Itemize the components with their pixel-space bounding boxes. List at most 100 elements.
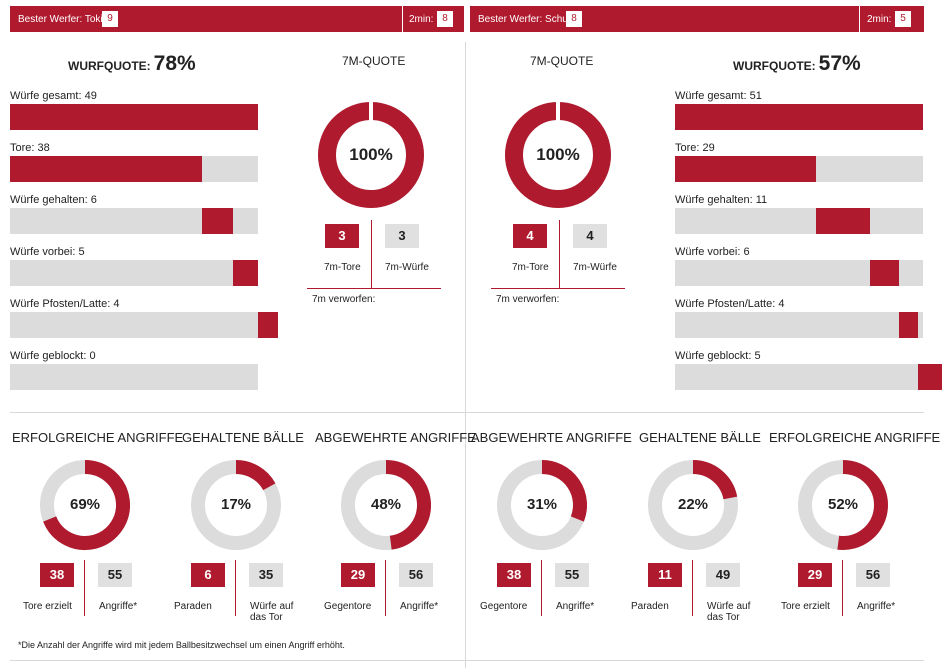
stat-title: ERFOLGREICHE ANGRIFFE <box>12 430 184 445</box>
footnote: *Die Anzahl der Angriffe wird mit jedem … <box>18 640 345 650</box>
bar-track <box>10 312 279 338</box>
bar-label: Tore: 38 <box>10 142 50 154</box>
seven-meter-missed-label: 7m verworfen: <box>312 294 376 305</box>
info-bar-separator <box>859 6 860 32</box>
stat-b-label: Würfe auf das Tor <box>250 601 294 623</box>
section-divider-right <box>466 412 924 413</box>
bar-fill <box>10 156 203 182</box>
bar-fill <box>816 208 870 234</box>
two-min-label: 2min: <box>867 14 892 25</box>
seven-meter-split-line <box>559 220 560 288</box>
stat-a-value: 11 <box>648 563 682 587</box>
donut-gap <box>556 101 560 121</box>
seven-meter-throws-value: 3 <box>385 224 419 248</box>
seven-meter-throws-value: 4 <box>573 224 607 248</box>
bar-track <box>675 260 923 286</box>
seven-meter-throws-label: 7m-Würfe <box>573 262 617 273</box>
throw-quote-value: 57% <box>818 52 861 75</box>
bar-track <box>10 260 258 286</box>
seven-meter-goals-label: 7m-Tore <box>324 262 361 273</box>
best-thrower-label: Bester Werfer: Schuh <box>478 14 574 25</box>
stat-a-label: Gegentore <box>480 601 528 612</box>
stat-title: GEHALTENE BÄLLE <box>639 430 761 445</box>
donut-percent: 69% <box>69 495 101 513</box>
stat-split-line <box>385 560 386 616</box>
stat-split-line <box>541 560 542 616</box>
bar-label: Würfe gehalten: 11 <box>675 194 768 206</box>
donut-percent: 17% <box>220 495 252 513</box>
seven-meter-base-line <box>307 288 441 289</box>
stat-a-value: 6 <box>191 563 225 587</box>
team-b-info-bar: Bester Werfer: Schuh 8 2min: 5 <box>470 6 924 32</box>
stat-b-label: Angriffe* <box>857 601 896 612</box>
bar-label: Würfe geblockt: 5 <box>675 350 761 362</box>
team-divider <box>465 42 466 668</box>
bar-track <box>10 104 258 130</box>
stat-title: GEHALTENE BÄLLE <box>182 430 304 445</box>
stat-b-label: Angriffe* <box>400 601 439 612</box>
stat-a-label: Tore erzielt <box>23 601 72 612</box>
stat-b-value: 35 <box>249 563 283 587</box>
team-a-seven-meter-title: 7M-QUOTE <box>342 54 406 68</box>
bar-fill <box>202 208 233 234</box>
bar-track <box>10 208 258 234</box>
stat-b-value: 49 <box>706 563 740 587</box>
info-bar-separator <box>402 6 403 32</box>
bar-track <box>675 208 923 234</box>
stat-split-line <box>235 560 236 616</box>
team-a-info-bar: Bester Werfer: Tokic 9 2min: 8 <box>10 6 464 32</box>
two-min-value: 5 <box>895 11 911 27</box>
stat-b-label: Angriffe* <box>556 601 595 612</box>
bar-label: Würfe gesamt: 51 <box>675 90 762 102</box>
throw-quote-label: WURFQUOTE: <box>68 59 151 73</box>
team-b-seven-meter-title: 7M-QUOTE <box>530 54 594 68</box>
two-min-label: 2min: <box>409 14 434 25</box>
stat-split-line <box>692 560 693 616</box>
donut-percent: 52% <box>827 495 859 513</box>
team-a-throw-quote: WURFQUOTE: 78% <box>68 52 196 76</box>
two-min-value: 8 <box>437 11 453 27</box>
bar-fill <box>675 156 817 182</box>
bar-fill <box>10 104 258 130</box>
stat-b-value: 55 <box>555 563 589 587</box>
seven-meter-goals-value: 4 <box>513 224 547 248</box>
stat-a-value: 38 <box>40 563 74 587</box>
donut-gap <box>369 101 373 121</box>
bar-fill <box>675 104 923 130</box>
donut-segment <box>43 460 130 550</box>
stat-title: ABGEWEHRTE ANGRIFFE <box>471 430 632 445</box>
bottom-divider <box>10 660 924 661</box>
donut-percent: 100% <box>536 144 580 164</box>
donut-segment <box>837 460 888 550</box>
seven-meter-base-line <box>491 288 625 289</box>
bar-label: Würfe Pfosten/Latte: 4 <box>675 298 785 310</box>
bar-track <box>675 104 923 130</box>
bar-track <box>675 364 943 390</box>
stat-a-label: Tore erzielt <box>781 601 830 612</box>
throw-quote-label: WURFQUOTE: <box>733 59 816 73</box>
bar-label: Würfe vorbei: 6 <box>675 246 750 258</box>
bar-fill <box>898 312 919 338</box>
bar-label: Tore: 29 <box>675 142 715 154</box>
bar-label: Würfe geblockt: 0 <box>10 350 96 362</box>
donut-percent: 31% <box>526 495 558 513</box>
team-b-throw-quote: WURFQUOTE: 57% <box>733 52 861 76</box>
donut-percent: 100% <box>349 144 393 164</box>
stat-a-label: Paraden <box>174 601 212 612</box>
donut-segment <box>541 460 587 522</box>
stat-a-value: 29 <box>798 563 832 587</box>
stat-title: ERFOLGREICHE ANGRIFFE <box>769 430 941 445</box>
stat-b-value: 56 <box>399 563 433 587</box>
donut-percent: 48% <box>370 495 402 513</box>
stat-split-line <box>842 560 843 616</box>
bar-fill <box>232 260 258 286</box>
seven-meter-missed-label: 7m verworfen: <box>496 294 560 305</box>
donut-segment <box>385 460 431 550</box>
seven-meter-throws-label: 7m-Würfe <box>385 262 429 273</box>
throw-quote-value: 78% <box>153 52 196 75</box>
best-thrower-value: 8 <box>566 11 582 27</box>
bar-fill <box>869 260 899 286</box>
bar-fill <box>258 312 279 338</box>
stat-a-label: Paraden <box>631 601 669 612</box>
